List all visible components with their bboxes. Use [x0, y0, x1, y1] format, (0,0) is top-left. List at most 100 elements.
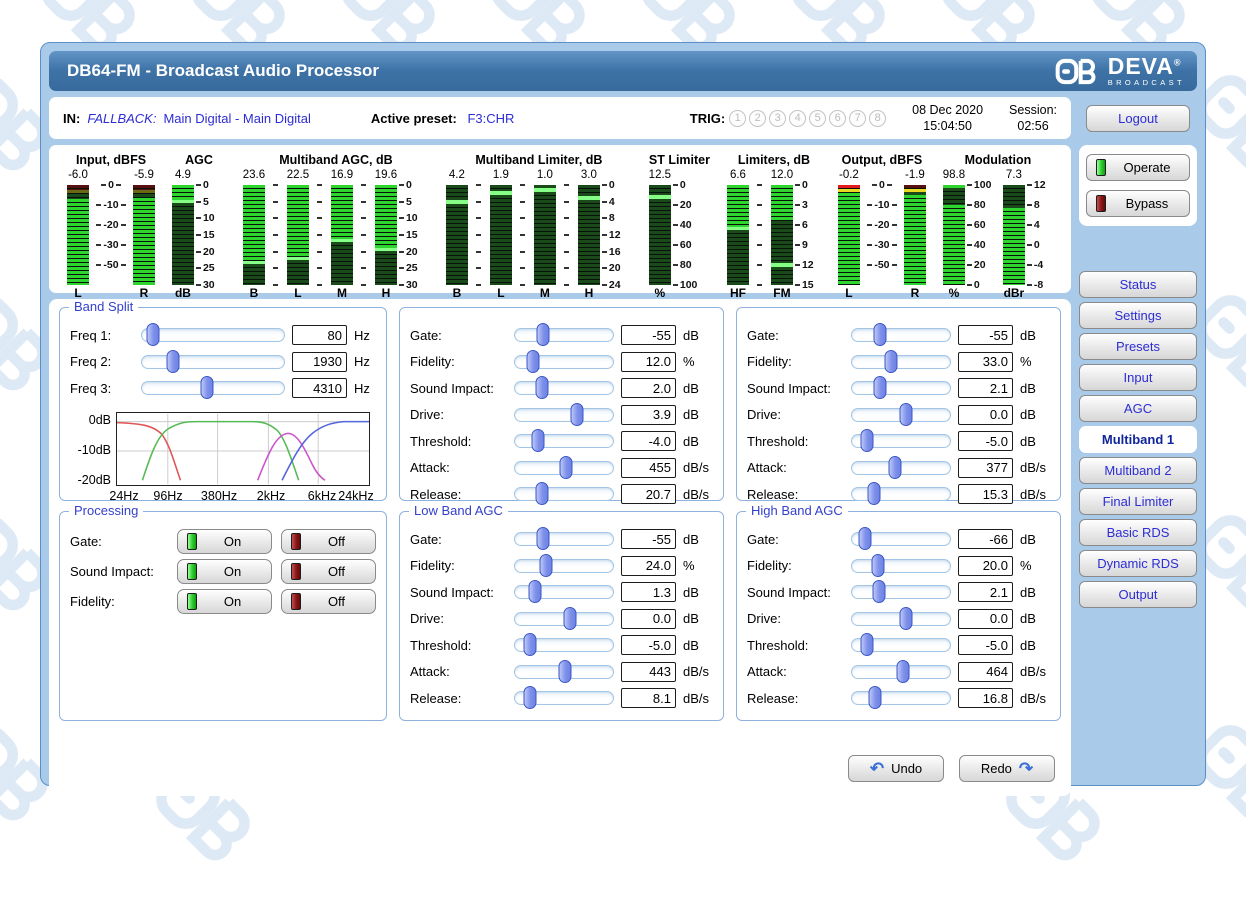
- fidelity-slider-track[interactable]: [851, 553, 951, 577]
- freq-2-slider-thumb[interactable]: [166, 349, 180, 373]
- trig-button-6[interactable]: 6: [829, 109, 847, 127]
- sidebar-item-multiband-1[interactable]: Multiband 1: [1079, 426, 1197, 453]
- attack-slider-thumb[interactable]: [888, 455, 902, 479]
- gate-value-input[interactable]: [621, 529, 676, 550]
- trig-button-5[interactable]: 5: [809, 109, 827, 127]
- sound-impact-slider-thumb[interactable]: [872, 580, 886, 604]
- attack-value-input[interactable]: [958, 457, 1013, 478]
- attack-value-input[interactable]: [621, 457, 676, 478]
- threshold-slider-track[interactable]: [851, 429, 951, 453]
- drive-value-input[interactable]: [958, 404, 1013, 425]
- release-value-input[interactable]: [958, 688, 1013, 709]
- release-slider-track[interactable]: [851, 686, 951, 710]
- drive-value-input[interactable]: [958, 608, 1013, 629]
- drive-slider-track[interactable]: [514, 402, 614, 426]
- drive-value-input[interactable]: [621, 608, 676, 629]
- threshold-value-input[interactable]: [621, 635, 676, 656]
- attack-slider-track[interactable]: [851, 659, 951, 683]
- sound-impact-slider-track[interactable]: [514, 376, 614, 400]
- undo-button[interactable]: ↶ Undo: [848, 755, 944, 782]
- sound-impact-on-button[interactable]: On: [177, 558, 272, 584]
- threshold-value-input[interactable]: [958, 431, 1013, 452]
- drive-slider-thumb[interactable]: [899, 606, 913, 630]
- sound-impact-value-input[interactable]: [958, 378, 1013, 399]
- sidebar-item-basic-rds[interactable]: Basic RDS: [1079, 519, 1197, 546]
- fidelity-slider-thumb[interactable]: [884, 349, 898, 373]
- release-value-input[interactable]: [621, 484, 676, 505]
- sidebar-item-final-limiter[interactable]: Final Limiter: [1079, 488, 1197, 515]
- freq-2-value-input[interactable]: [292, 351, 347, 372]
- drive-value-input[interactable]: [621, 404, 676, 425]
- gate-slider-thumb[interactable]: [536, 527, 550, 551]
- fidelity-value-input[interactable]: [621, 351, 676, 372]
- attack-value-input[interactable]: [621, 661, 676, 682]
- bypass-button[interactable]: Bypass: [1086, 190, 1190, 217]
- freq-3-slider-track[interactable]: [141, 376, 285, 400]
- release-slider-track[interactable]: [851, 482, 951, 506]
- gate-value-input[interactable]: [621, 325, 676, 346]
- release-slider-thumb[interactable]: [535, 482, 549, 506]
- attack-slider-track[interactable]: [514, 455, 614, 479]
- sidebar-item-multiband-2[interactable]: Multiband 2: [1079, 457, 1197, 484]
- release-slider-thumb[interactable]: [868, 686, 882, 710]
- release-value-input[interactable]: [958, 484, 1013, 505]
- fidelity-value-input[interactable]: [958, 351, 1013, 372]
- sound-impact-slider-track[interactable]: [851, 376, 951, 400]
- freq-2-slider-track[interactable]: [141, 349, 285, 373]
- sound-impact-slider-thumb[interactable]: [873, 376, 887, 400]
- fidelity-slider-track[interactable]: [851, 349, 951, 373]
- trig-button-2[interactable]: 2: [749, 109, 767, 127]
- drive-slider-thumb[interactable]: [899, 402, 913, 426]
- gate-slider-track[interactable]: [851, 527, 951, 551]
- operate-button[interactable]: Operate: [1086, 154, 1190, 181]
- sound-impact-slider-track[interactable]: [851, 580, 951, 604]
- release-value-input[interactable]: [621, 688, 676, 709]
- sound-impact-slider-track[interactable]: [514, 580, 614, 604]
- sound-impact-value-input[interactable]: [958, 582, 1013, 603]
- drive-slider-track[interactable]: [851, 606, 951, 630]
- gate-slider-thumb[interactable]: [873, 323, 887, 347]
- attack-slider-thumb[interactable]: [558, 659, 572, 683]
- freq-1-slider-track[interactable]: [141, 323, 285, 347]
- fidelity-off-button[interactable]: Off: [281, 588, 376, 614]
- gate-value-input[interactable]: [958, 529, 1013, 550]
- sidebar-item-input[interactable]: Input: [1079, 364, 1197, 391]
- sidebar-item-status[interactable]: Status: [1079, 271, 1197, 298]
- freq-3-slider-thumb[interactable]: [200, 376, 214, 400]
- sidebar-item-settings[interactable]: Settings: [1079, 302, 1197, 329]
- trig-button-7[interactable]: 7: [849, 109, 867, 127]
- trig-button-1[interactable]: 1: [729, 109, 747, 127]
- fidelity-value-input[interactable]: [958, 555, 1013, 576]
- threshold-slider-thumb[interactable]: [860, 633, 874, 657]
- release-slider-thumb[interactable]: [867, 482, 881, 506]
- release-slider-track[interactable]: [514, 482, 614, 506]
- fidelity-slider-thumb[interactable]: [871, 553, 885, 577]
- trig-button-8[interactable]: 8: [869, 109, 887, 127]
- sound-impact-slider-thumb[interactable]: [528, 580, 542, 604]
- fidelity-slider-track[interactable]: [514, 553, 614, 577]
- sound-impact-slider-thumb[interactable]: [535, 376, 549, 400]
- gate-off-button[interactable]: Off: [281, 528, 376, 554]
- sidebar-item-dynamic-rds[interactable]: Dynamic RDS: [1079, 550, 1197, 577]
- threshold-slider-track[interactable]: [851, 633, 951, 657]
- sidebar-item-presets[interactable]: Presets: [1079, 333, 1197, 360]
- sound-impact-value-input[interactable]: [621, 378, 676, 399]
- drive-slider-track[interactable]: [851, 402, 951, 426]
- release-slider-track[interactable]: [514, 686, 614, 710]
- gate-slider-track[interactable]: [851, 323, 951, 347]
- trig-button-3[interactable]: 3: [769, 109, 787, 127]
- gate-slider-track[interactable]: [514, 323, 614, 347]
- freq-1-slider-thumb[interactable]: [146, 323, 160, 347]
- fidelity-slider-thumb[interactable]: [539, 553, 553, 577]
- drive-slider-track[interactable]: [514, 606, 614, 630]
- fidelity-slider-thumb[interactable]: [526, 349, 540, 373]
- sidebar-item-output[interactable]: Output: [1079, 581, 1197, 608]
- threshold-slider-track[interactable]: [514, 429, 614, 453]
- threshold-value-input[interactable]: [958, 635, 1013, 656]
- threshold-slider-thumb[interactable]: [860, 429, 874, 453]
- sound-impact-off-button[interactable]: Off: [281, 558, 376, 584]
- drive-slider-thumb[interactable]: [563, 606, 577, 630]
- threshold-slider-thumb[interactable]: [523, 633, 537, 657]
- freq-3-value-input[interactable]: [292, 378, 347, 399]
- gate-slider-thumb[interactable]: [536, 323, 550, 347]
